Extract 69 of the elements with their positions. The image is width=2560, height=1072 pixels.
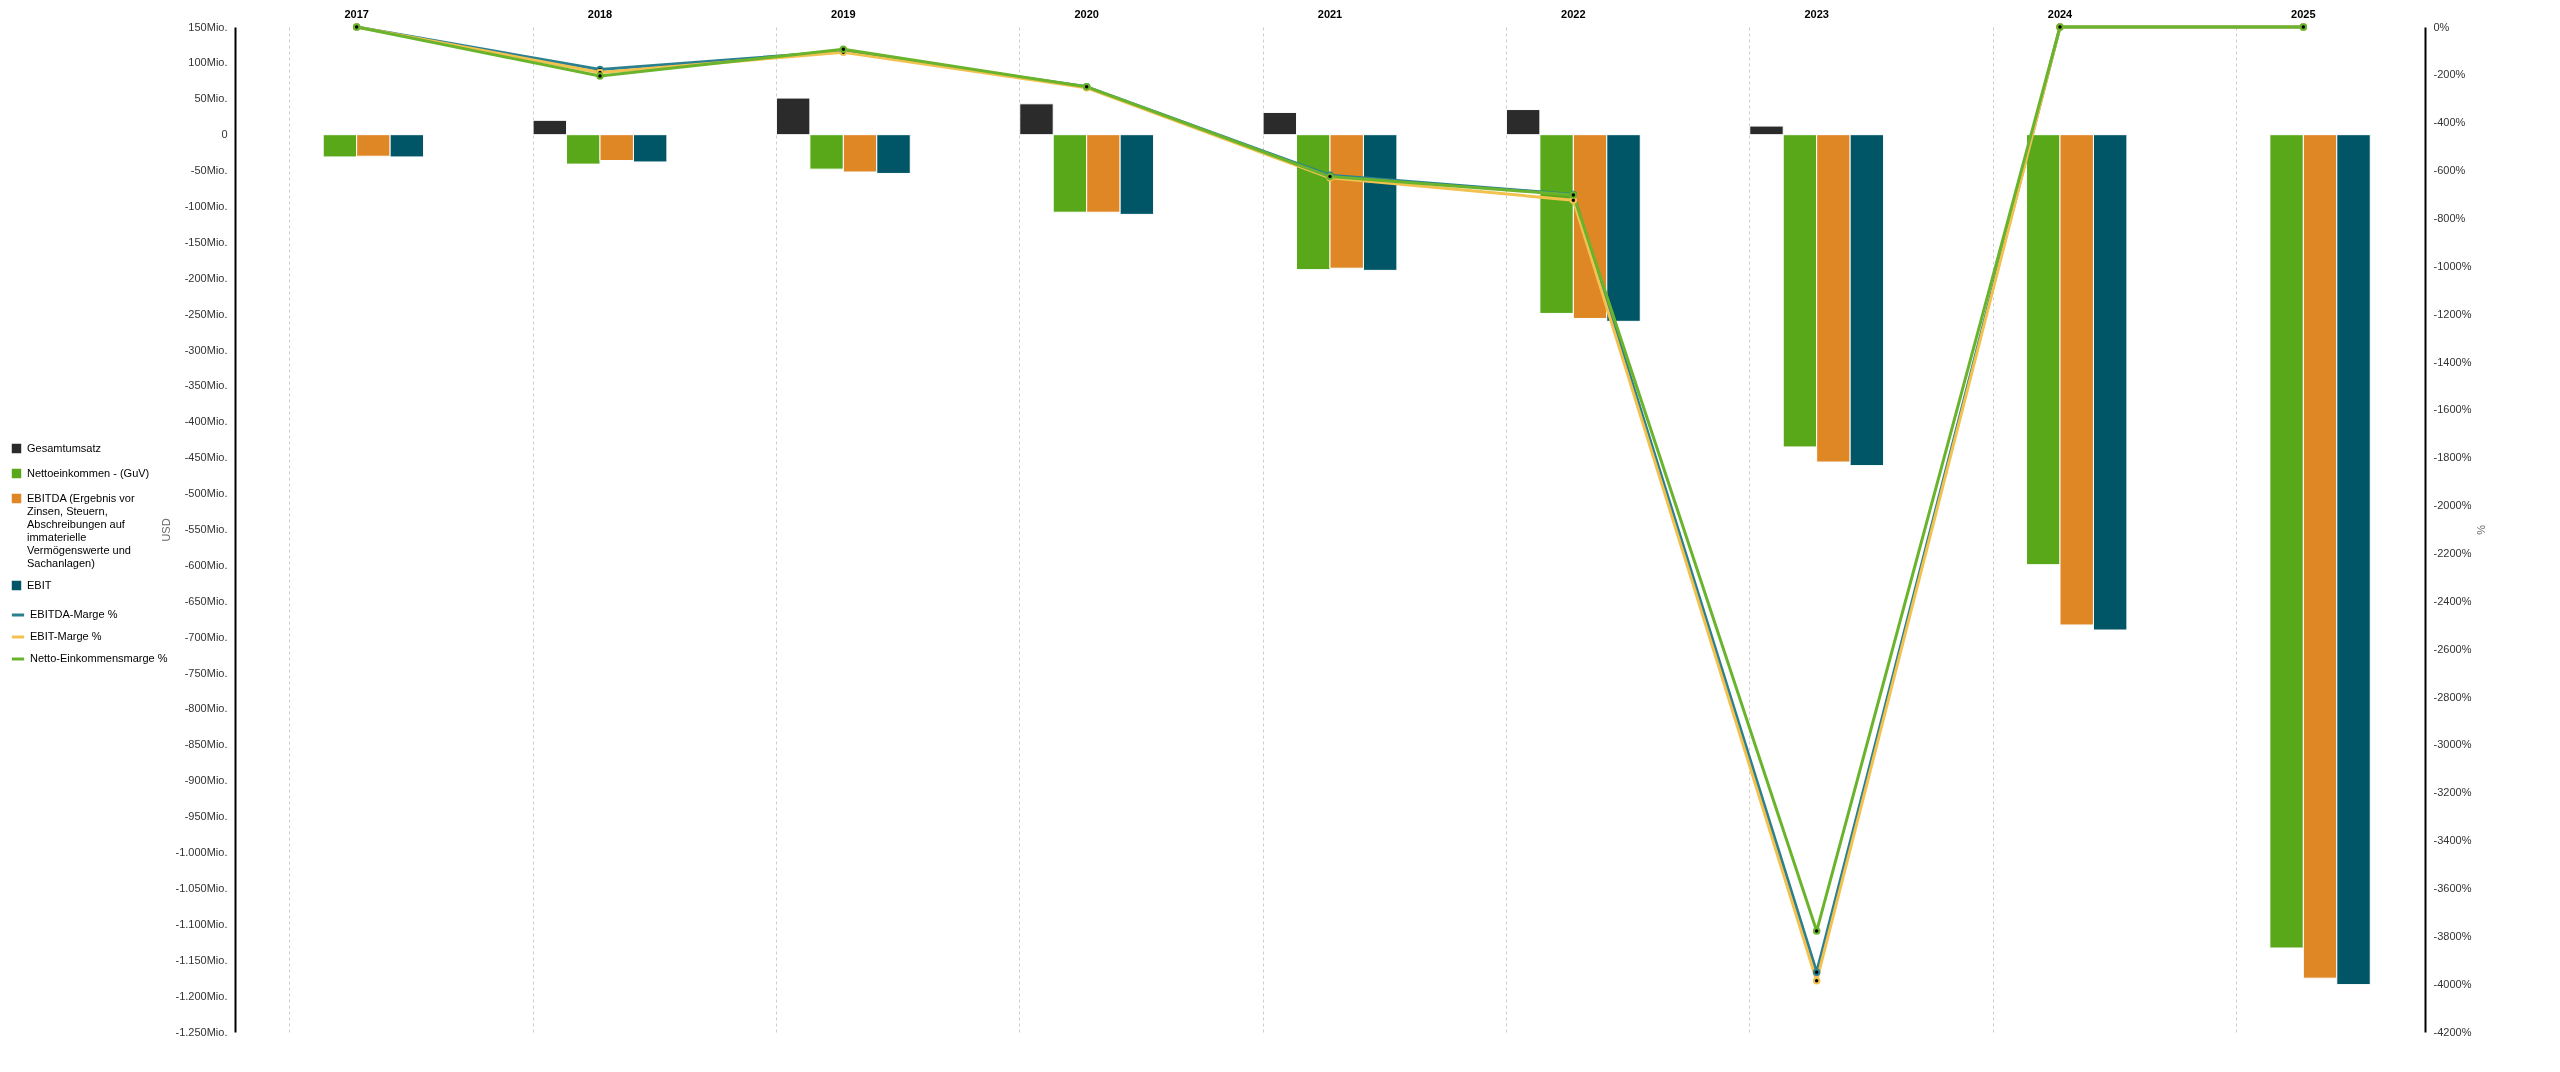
y2-tick-label: -2200% [2433,546,2472,559]
y2-tick-label: -4000% [2433,977,2472,990]
y2-tick-label: -2600% [2433,642,2472,655]
y-tick-label: -350Mio. [184,379,228,392]
y-tick-label: -50Mio. [190,164,228,177]
y-tick-label: 0 [221,128,228,141]
x-tick-label: 2024 [2047,7,2074,20]
y2-tick-label: -200% [2433,68,2466,81]
y-tick-label: -300Mio. [184,343,228,356]
legend-label: EBIT [27,578,52,591]
x-tick-label: 2021 [1317,7,1343,20]
y-tick-label: -1.250Mio. [175,1025,228,1038]
legend-label: EBITDA (Ergebnis vor Zinsen, Steuern, Abschreibungen auf immaterielle Vermögenswerte und Sachanlagen) [27,491,135,569]
legend-label: Netto-Einkommensmarge % [30,652,168,664]
y-tick-label: -1.200Mio. [175,989,228,1002]
y2-tick-label: -3600% [2433,881,2472,894]
legend-label: Nettoeinkommen - (GuV) [27,466,150,479]
y2-axis-title: % [2475,525,2488,536]
x-tick-label: 2019 [831,7,856,20]
y2-tick-label: -1800% [2433,451,2472,464]
y-tick-label: -900Mio. [184,774,228,787]
y-tick-label: -200Mio. [184,271,228,284]
x-tick-label: 2025 [2291,7,2316,20]
x-tick-label: 2022 [1561,7,1586,20]
y-tick-label: 50Mio. [194,92,228,105]
y2-tick-label: -2800% [2433,690,2472,703]
y-tick-label: -100Mio. [184,199,228,212]
y-tick-label: 100Mio. [188,56,228,69]
y-tick-label: -950Mio. [184,810,228,823]
y2-tick-label: -3000% [2433,738,2472,751]
y-tick-label: -600Mio. [184,558,228,571]
y2-tick-label: -600% [2433,164,2466,177]
y2-tick-label: -800% [2433,211,2466,224]
x-tick-label: 2017 [344,7,369,20]
y2-tick-label: -3800% [2433,929,2472,942]
y-axis-title: USD [159,518,172,542]
y-tick-label: -700Mio. [184,630,228,643]
y-tick-label: -650Mio. [184,594,228,607]
y-tick-label: -250Mio. [184,307,228,320]
y2-tick-label: -400% [2433,116,2466,129]
y-tick-label: -500Mio. [184,487,228,500]
y-tick-label: -850Mio. [184,738,228,751]
y2-tick-label: -1200% [2433,307,2472,320]
y2-tick-label: 0% [2433,20,2450,33]
y2-tick-label: -1600% [2433,403,2472,416]
y2-tick-label: -2400% [2433,594,2472,607]
y2-tick-label: -1000% [2433,259,2472,272]
y-tick-label: -550Mio. [184,523,228,535]
y-tick-label: -450Mio. [184,451,228,464]
y2-tick-label: -3200% [2433,786,2472,799]
y2-tick-label: -1400% [2433,355,2472,368]
x-tick-label: 2018 [587,7,613,20]
y2-tick-label: -4200% [2433,1025,2472,1038]
y-tick-label: 150Mio. [188,20,228,33]
y-tick-label: -150Mio. [184,235,228,248]
y2-tick-label: -3400% [2433,834,2472,847]
y-tick-label: -1.150Mio. [175,953,228,966]
legend-label: EBITDA-Marge % [30,608,118,620]
legend-label: Gesamtumsatz [27,441,101,454]
y-tick-label: -1.000Mio. [175,846,228,859]
y2-tick-label: -2000% [2433,499,2472,512]
y-tick-label: -1.100Mio. [175,917,228,930]
y-tick-label: -1.050Mio. [175,881,228,894]
y-tick-label: -400Mio. [184,415,228,428]
x-tick-label: 2020 [1074,7,1099,20]
x-tick-label: 2023 [1804,7,1829,20]
y-tick-label: -750Mio. [184,666,228,679]
y-tick-label: -800Mio. [184,702,228,715]
legend-label: EBIT-Marge % [30,630,102,642]
